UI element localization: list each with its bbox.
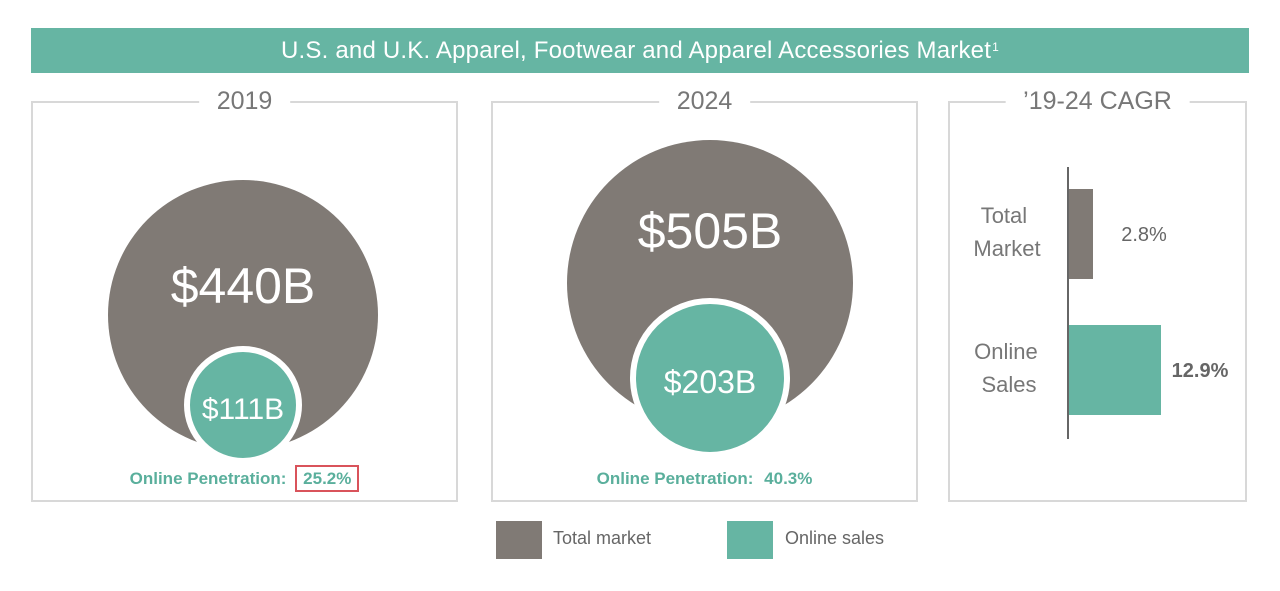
footnote-marker: 1 (992, 39, 999, 54)
bar-online-sales (1069, 325, 1161, 415)
penetration-label-2019: Online Penetration: (129, 469, 287, 488)
category-online-sales-line2: Sales (981, 372, 1036, 397)
chart-title: U.S. and U.K. Apparel, Footwear and Appa… (281, 36, 992, 64)
legend-swatch-online-sales (727, 521, 773, 559)
category-total-market: Total Market (973, 203, 1040, 261)
bubble-chart-2019: $440B $111B (108, 180, 378, 464)
panel-2024: 2024 $505B $203B Online Penetration: 40.… (491, 87, 918, 502)
online-penetration-2024: Online Penetration: 40.3% (493, 469, 916, 489)
online-sales-label-2019: $111B (202, 393, 284, 426)
legend-label-online-sales: Online sales (785, 528, 885, 548)
total-market-bubble-2019 (108, 180, 378, 450)
total-market-label-2019: $440B (171, 258, 316, 314)
online-penetration-2019: Online Penetration: 25.2% (33, 465, 456, 492)
panel-title-cagr: ’19-24 CAGR (1005, 87, 1190, 116)
bar-total-market (1069, 189, 1093, 279)
legend-swatch-total-market (496, 521, 542, 559)
chart-title-banner: U.S. and U.K. Apparel, Footwear and Appa… (31, 28, 1249, 73)
category-total-market-line1: Total (981, 203, 1027, 228)
online-sales-bubble-2019 (184, 346, 302, 464)
total-market-label-2024: $505B (638, 203, 783, 259)
category-total-market-line2: Market (973, 236, 1040, 261)
value-label-online-sales: 12.9% (1172, 360, 1229, 382)
online-sales-label-2024: $203B (664, 364, 757, 400)
panel-title-2024: 2024 (658, 87, 751, 116)
panel-title-2019: 2019 (198, 87, 291, 116)
penetration-value-2019: 25.2% (295, 465, 360, 492)
cagr-bar-chart: Total Market Online Sales 2.8% 12.9% (973, 167, 1229, 439)
category-online-sales-line1: Online (974, 339, 1038, 364)
penetration-value-2024: 40.3% (764, 469, 813, 488)
bubble-chart-2024: $505B $203B (567, 140, 853, 458)
category-online-sales: Online Sales (974, 339, 1044, 397)
panel-2019: 2019 $440B $111B Online Penetration: 25.… (31, 87, 458, 502)
legend-label-total-market: Total market (553, 528, 652, 548)
panel-cagr: ’19-24 CAGR Total Market Online Sales 2.… (948, 87, 1247, 502)
online-sales-bubble-2024 (630, 298, 790, 458)
value-label-total-market: 2.8% (1121, 224, 1167, 246)
penetration-label-2024: Online Penetration: (596, 469, 754, 488)
